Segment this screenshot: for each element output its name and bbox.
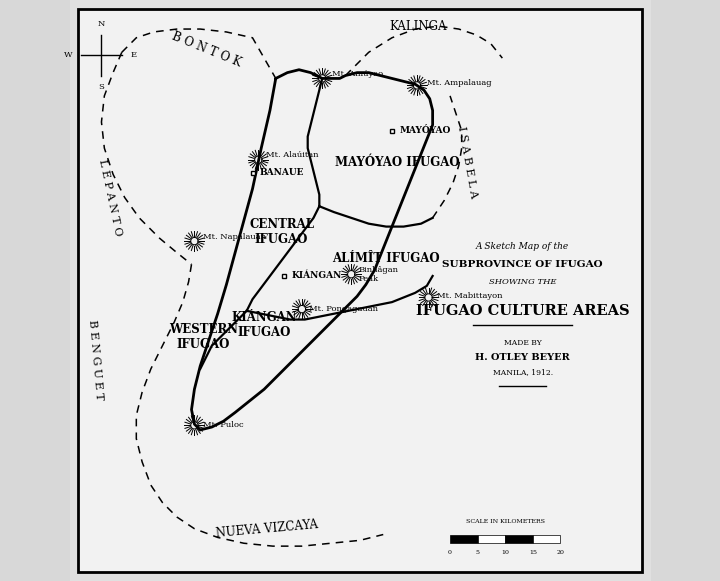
Text: Mt. Mabittayon: Mt. Mabittayon [437,292,503,300]
Text: B O N T O K: B O N T O K [169,30,243,69]
Text: IFUGAO CULTURE AREAS: IFUGAO CULTURE AREAS [416,304,629,318]
Text: Mt. Alaúitan: Mt. Alaúitan [266,151,318,159]
Text: Binhâgan
Peak: Binhâgan Peak [359,266,399,283]
Text: I S A B E L A: I S A B E L A [456,126,479,199]
Text: MAYÓYAO: MAYÓYAO [400,126,451,135]
Text: NUEVA VIZCAYA: NUEVA VIZCAYA [215,518,319,540]
Text: BANAUE: BANAUE [260,168,305,177]
Text: A Sketch Map of the: A Sketch Map of the [476,242,570,252]
Text: KIÁNGAN: KIÁNGAN [292,271,343,281]
Bar [533,535,560,543]
Text: B E N G U E T: B E N G U E T [87,320,104,401]
Text: MAYÓYAO IFUGAO: MAYÓYAO IFUGAO [336,156,460,169]
Text: CENTRAL
IFUGAO: CENTRAL IFUGAO [249,218,314,246]
Text: SCALE IN KILOMETERS: SCALE IN KILOMETERS [466,519,545,523]
Text: E: E [130,51,137,59]
Text: WESTERN
IFUGAO: WESTERN IFUGAO [168,323,238,351]
Text: MADE BY: MADE BY [504,339,541,347]
Text: L E P A N T O: L E P A N T O [97,158,123,237]
Text: SUBPROVINCE OF IFUGAO: SUBPROVINCE OF IFUGAO [442,260,603,269]
Text: 20: 20 [557,550,564,555]
Bar [450,535,477,543]
Text: Mt. Amúyao: Mt. Amúyao [332,70,383,78]
Text: 5: 5 [476,550,480,555]
Text: Mt. Puloc: Mt. Puloc [203,421,244,429]
Bar [477,535,505,543]
Text: N: N [98,20,105,28]
Text: Mt. Napalauán: Mt. Napalauán [203,233,266,241]
Text: Mt. Ampalauag: Mt. Ampalauag [427,78,492,87]
Text: S: S [99,83,104,91]
Text: KIÁNGAN
IFUGAO: KIÁNGAN IFUGAO [231,311,297,339]
Text: KALINGA: KALINGA [390,20,447,33]
Text: MANILA, 1912.: MANILA, 1912. [492,368,553,376]
Bar [505,535,533,543]
Text: 0: 0 [448,550,452,555]
Text: 10: 10 [501,550,509,555]
Text: H. OTLEY BEYER: H. OTLEY BEYER [475,353,570,362]
Text: Mt. Pongagauan: Mt. Pongagauan [310,305,379,313]
Text: W: W [64,51,73,59]
Text: ALÍMÎT IFUGAO: ALÍMÎT IFUGAO [333,252,440,265]
Text: 15: 15 [529,550,537,555]
Text: SHOWING THE: SHOWING THE [489,278,557,286]
